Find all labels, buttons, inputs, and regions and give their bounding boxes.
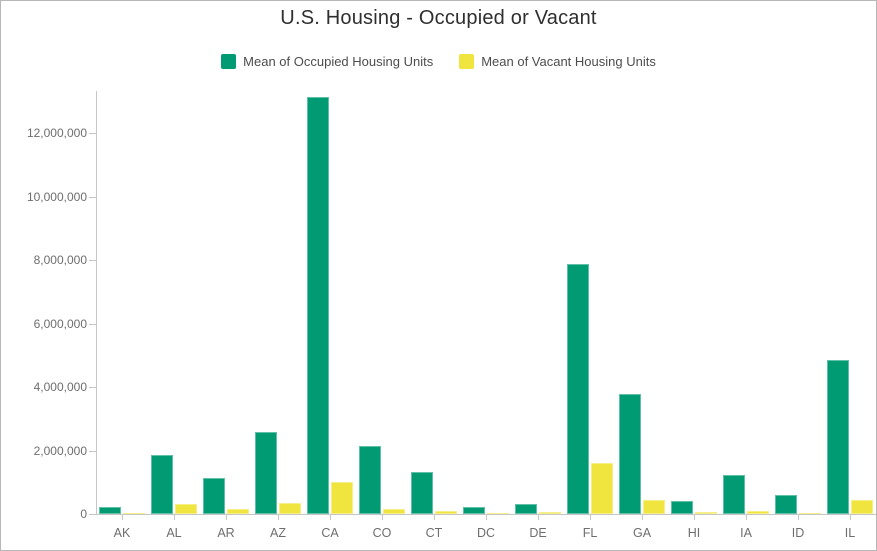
- bar-vacant-AL[interactable]: [175, 503, 197, 514]
- x-tick: [330, 515, 331, 520]
- bar-vacant-FL[interactable]: [591, 463, 613, 514]
- bar-vacant-IL[interactable]: [851, 500, 873, 514]
- bar-vacant-CT[interactable]: [435, 511, 457, 514]
- x-tick: [694, 515, 695, 520]
- x-tick: [486, 515, 487, 520]
- y-tick: [89, 450, 96, 452]
- y-tick: [89, 387, 96, 388]
- y-tick-label: 12,000,000: [26, 126, 87, 140]
- y-tick: [89, 133, 96, 134]
- bar-occupied-IL[interactable]: [827, 359, 849, 514]
- x-tick: [746, 515, 747, 520]
- bar-vacant-CA[interactable]: [331, 481, 353, 514]
- legend-swatch-vacant-icon: [459, 54, 475, 69]
- x-tick-label: CA: [321, 526, 339, 540]
- x-tick: [590, 515, 591, 520]
- x-tick-label: DE: [529, 526, 547, 540]
- y-tick: [89, 196, 96, 198]
- y-tick-label: 8,000,000: [33, 253, 87, 267]
- bar-occupied-AK[interactable]: [99, 507, 121, 514]
- bar-occupied-IA[interactable]: [723, 474, 745, 514]
- bar-occupied-AR[interactable]: [203, 477, 225, 514]
- legend: Mean of Occupied Housing Units Mean of V…: [1, 54, 876, 69]
- x-tick: [278, 515, 279, 520]
- x-tick-label: ID: [791, 526, 805, 540]
- bar-occupied-DC[interactable]: [463, 507, 485, 514]
- x-tick-label: AZ: [270, 526, 286, 540]
- bar-occupied-CT[interactable]: [411, 472, 433, 514]
- chart-title: U.S. Housing - Occupied or Vacant: [280, 7, 597, 29]
- bar-vacant-IA[interactable]: [747, 510, 769, 514]
- x-tick-label: FL: [582, 526, 598, 540]
- y-tick-label: 2,000,000: [33, 443, 87, 458]
- bar-occupied-FL[interactable]: [567, 263, 589, 514]
- legend-label-vacant: Mean of Vacant Housing Units: [481, 54, 656, 69]
- x-tick-label: IA: [740, 526, 752, 540]
- bar-occupied-CA[interactable]: [307, 97, 329, 514]
- legend-item-occupied[interactable]: Mean of Occupied Housing Units: [221, 54, 433, 69]
- x-axis-line: [96, 514, 876, 515]
- x-tick-label: AL: [166, 526, 182, 540]
- x-tick: [850, 515, 851, 520]
- x-tick-label: GA: [632, 526, 652, 540]
- bar-vacant-ID[interactable]: [799, 512, 821, 514]
- bar-occupied-ID[interactable]: [775, 494, 797, 514]
- bar-occupied-HI[interactable]: [671, 501, 693, 514]
- x-tick-label: DC: [476, 526, 496, 540]
- bar-vacant-GA[interactable]: [643, 500, 665, 514]
- bar-occupied-AL[interactable]: [151, 454, 173, 514]
- x-tick-label: CT: [425, 526, 443, 540]
- bar-vacant-CO[interactable]: [383, 508, 405, 514]
- bar-vacant-AR[interactable]: [227, 508, 249, 514]
- x-tick-label: CO: [372, 526, 392, 540]
- legend-label-occupied: Mean of Occupied Housing Units: [243, 54, 434, 69]
- x-tick: [122, 515, 123, 520]
- bar-occupied-CO[interactable]: [359, 446, 381, 514]
- bar-occupied-AZ[interactable]: [255, 432, 277, 514]
- y-tick: [89, 323, 96, 325]
- bar-vacant-HI[interactable]: [695, 512, 717, 514]
- bar-vacant-DC[interactable]: [487, 513, 509, 514]
- bar-occupied-GA[interactable]: [619, 394, 641, 514]
- bar-vacant-AZ[interactable]: [279, 503, 301, 514]
- x-tick: [174, 515, 175, 520]
- y-tick: [89, 260, 96, 261]
- x-tick-label: IL: [844, 526, 856, 540]
- y-tick-label: 0: [80, 507, 87, 521]
- bar-vacant-AK[interactable]: [123, 512, 145, 514]
- x-tick-label: AK: [113, 526, 131, 540]
- x-tick: [226, 515, 227, 520]
- x-tick: [798, 515, 799, 520]
- y-tick-label: 10,000,000: [26, 189, 87, 204]
- y-tick-label: 6,000,000: [33, 316, 87, 331]
- legend-swatch-occupied-icon: [221, 54, 237, 69]
- y-tick-label: 4,000,000: [33, 380, 87, 394]
- x-tick: [642, 515, 643, 520]
- x-tick: [382, 515, 383, 520]
- legend-item-vacant[interactable]: Mean of Vacant Housing Units: [459, 54, 656, 69]
- x-tick-label: AR: [217, 526, 235, 540]
- x-tick-label: HI: [687, 526, 701, 540]
- y-tick: [89, 514, 96, 515]
- bar-occupied-DE[interactable]: [515, 504, 537, 514]
- x-tick: [538, 515, 539, 520]
- y-axis-line: [96, 91, 97, 515]
- x-tick: [434, 515, 435, 520]
- bar-vacant-DE[interactable]: [539, 512, 561, 514]
